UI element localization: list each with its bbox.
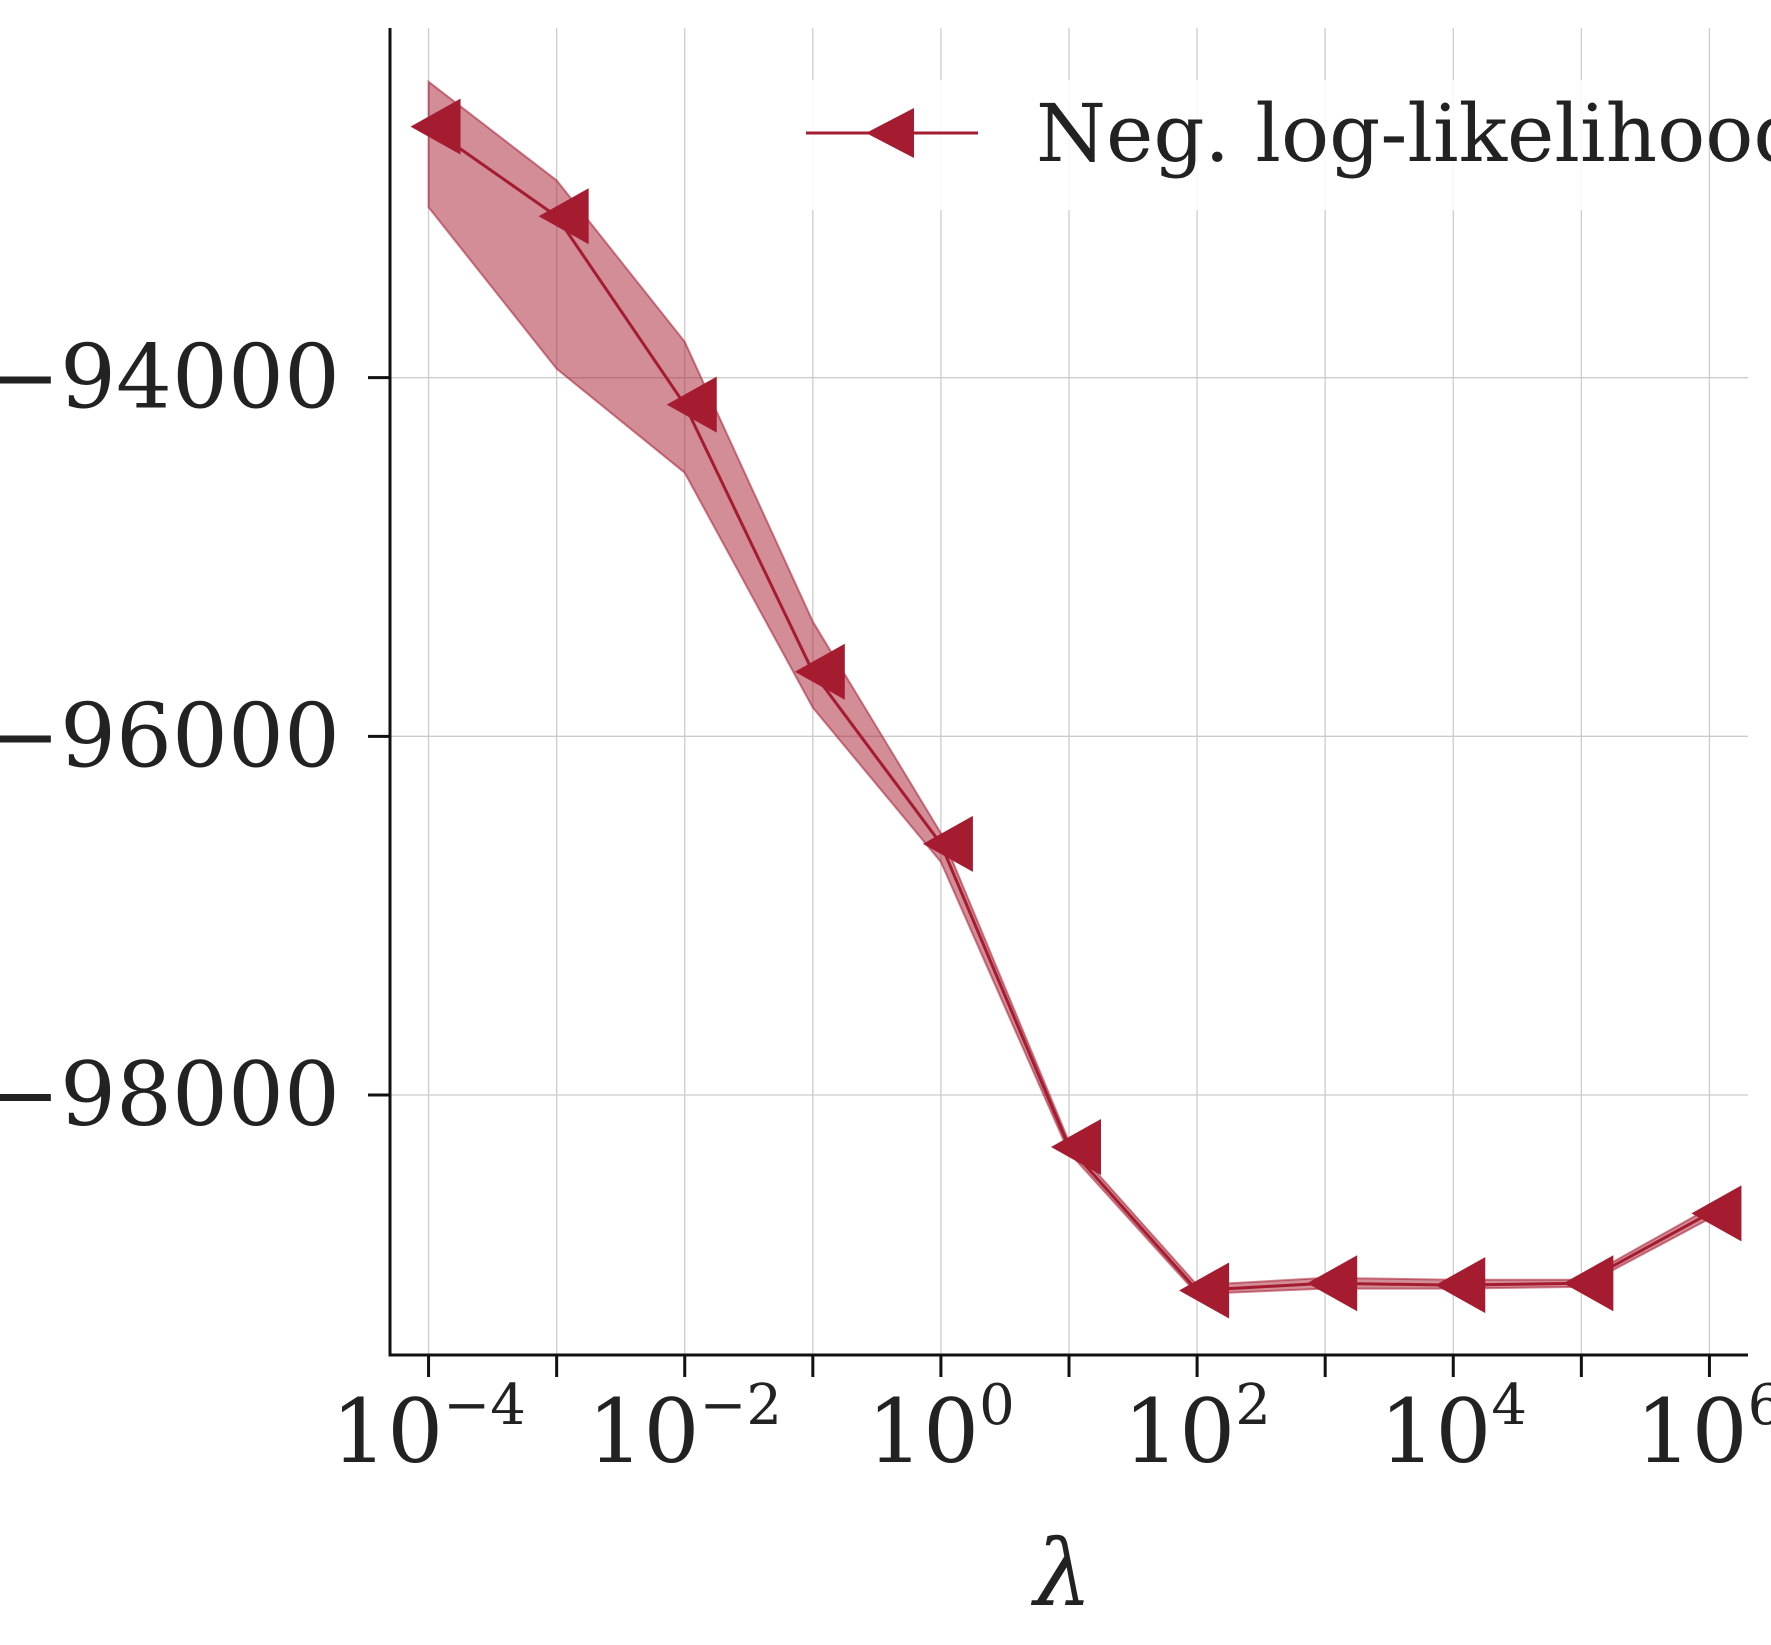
axes — [368, 28, 1748, 1377]
x-tick-label: 102 — [1123, 1373, 1271, 1483]
legend: Neg. log-likelihood — [790, 80, 1771, 210]
data-point-marker — [1691, 1185, 1742, 1242]
data-point-marker — [666, 376, 717, 433]
x-tick-label: 10−4 — [331, 1373, 526, 1483]
data-point-marker — [538, 188, 589, 245]
data-point-marker — [1435, 1257, 1486, 1314]
data-point-marker — [794, 643, 845, 700]
y-tick-label: −94000 — [0, 326, 340, 429]
x-tick-labels: 10−4 10−2 100 102 104 106 — [331, 1373, 1771, 1483]
x-tick-label: 104 — [1379, 1373, 1527, 1483]
series-markers — [410, 98, 1742, 1319]
x-axis-label: λ — [1030, 1520, 1092, 1627]
data-point-marker — [1051, 1118, 1101, 1175]
data-point-marker — [922, 815, 973, 872]
y-tick-label: −98000 — [0, 1043, 340, 1146]
x-tick-label: 100 — [867, 1373, 1015, 1483]
data-point-marker — [410, 98, 461, 155]
data-point-marker — [1179, 1262, 1230, 1319]
data-point-marker — [1307, 1255, 1358, 1312]
legend-label: Neg. log-likelihood — [1036, 87, 1771, 180]
legend-marker-swatch — [866, 108, 914, 158]
y-tick-labels: −94000 −96000 −98000 — [0, 326, 340, 1146]
x-tick-label: 10−2 — [587, 1373, 782, 1483]
legend-background — [790, 80, 1700, 210]
x-tick-label: 106 — [1636, 1373, 1771, 1483]
data-point-marker — [1563, 1255, 1614, 1312]
y-tick-label: −96000 — [0, 684, 340, 787]
